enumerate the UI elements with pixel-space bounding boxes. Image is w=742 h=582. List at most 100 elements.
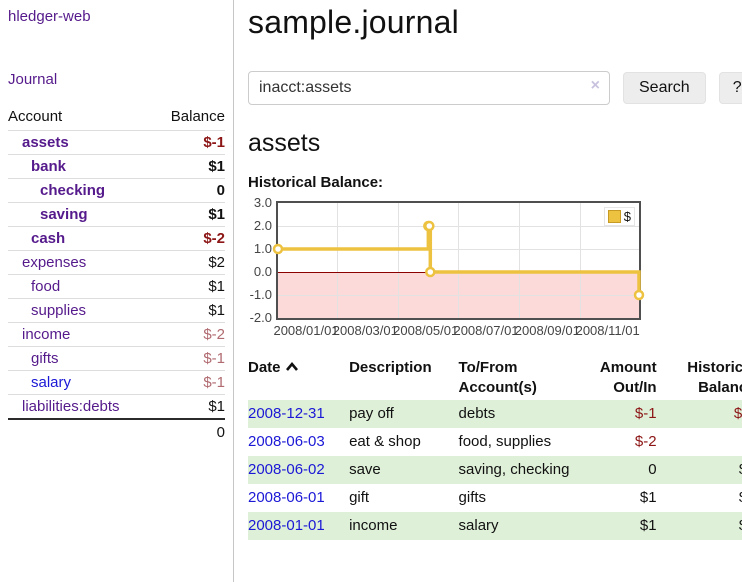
date-column-header[interactable]: Date: [248, 356, 349, 400]
transactions-header-row: Date Description To/From Account(s) Amou…: [248, 356, 742, 400]
chart-x-tick-label: 2008/09/01: [514, 323, 580, 338]
accounts-total-value: 0: [154, 418, 225, 444]
chart-data-point: [425, 266, 436, 278]
clear-search-icon[interactable]: ×: [590, 77, 600, 94]
account-row: assets $-1: [8, 130, 225, 155]
transaction-amount: 0: [588, 456, 657, 484]
transaction-description: pay off: [349, 400, 459, 428]
transaction-description: eat & shop: [349, 433, 421, 450]
transaction-date-link[interactable]: 2008-06-02: [248, 461, 325, 478]
chart-gridline: [397, 203, 399, 318]
chart-x-tick-label: 2008/03/01: [332, 323, 398, 338]
sidebar-account-link[interactable]: assets: [22, 134, 69, 151]
chart-legend: $: [603, 207, 635, 226]
account-row: expenses $2: [8, 250, 225, 275]
sidebar-account-link[interactable]: income: [22, 326, 71, 343]
sidebar-item-journal[interactable]: Journal: [8, 71, 58, 88]
transaction-amount: $-2: [634, 433, 657, 450]
transaction-accounts: gifts: [458, 489, 487, 506]
account-column-header: Account: [8, 104, 155, 131]
sidebar-account-link[interactable]: salary: [31, 374, 72, 391]
account-row: income $-2: [8, 322, 225, 347]
chart-y-tick-label: 2.0: [253, 218, 272, 233]
balance-column-header-main: Historical Balance: [687, 359, 742, 396]
account-row: supplies $1: [8, 298, 225, 323]
chart-data-point: [272, 243, 284, 255]
chart-y-tick-label: 3.0: [253, 195, 272, 210]
search-button[interactable]: Search: [623, 72, 706, 104]
accounts-table-header: Account Balance: [8, 104, 225, 131]
sidebar-account-link[interactable]: supplies: [31, 302, 87, 319]
accounts-table: Account Balance assets $-1 bank $1 checking 0…: [8, 104, 225, 444]
transaction-balance: $2: [656, 456, 742, 484]
account-balance: $-1: [154, 130, 225, 155]
account-balance: $1: [154, 202, 225, 227]
accounts-total-spacer: [8, 418, 155, 444]
account-row: saving $1: [8, 202, 225, 227]
chart-gridline: [579, 203, 581, 318]
accounts-table-body: assets $-1 bank $1 checking 0 saving $1 cash $-2 e…: [8, 130, 225, 420]
legend-label: $: [623, 209, 631, 224]
account-row: cash $-2: [8, 226, 225, 251]
account-balance: $-1: [154, 346, 225, 371]
transaction-row[interactable]: 2008-06-01 gift gifts $1$2: [248, 484, 742, 512]
sidebar-account-link[interactable]: food: [31, 278, 61, 295]
account-balance: $-2: [154, 226, 225, 251]
account-row: liabilities:debts $1: [8, 394, 225, 420]
chart-y-tick-label: 1.0: [253, 241, 272, 256]
transaction-accounts: saving, checking: [458, 456, 589, 484]
chart-y-tick-label: -1.0: [249, 287, 272, 302]
transaction-accounts: salary: [458, 512, 589, 540]
chart-x-tick-label: 2008/07/01: [453, 323, 519, 338]
account-balance: $-2: [154, 322, 225, 347]
chart-x-tick-label: 2008/05/01: [393, 323, 459, 338]
search-input[interactable]: [248, 71, 610, 105]
chart-data-point: [424, 220, 435, 232]
date-header-label: Date: [248, 359, 281, 376]
chart-x-axis: 2008/01/01 2008/03/01 2008/05/01 2008/07/01…: [273, 320, 641, 340]
transaction-date-link[interactable]: 2008-01-01: [248, 517, 325, 534]
account-row: bank $1: [8, 154, 225, 179]
sidebar-account-link[interactable]: cash: [31, 230, 66, 247]
transaction-description: income: [349, 512, 459, 540]
account-row: food $1: [8, 274, 225, 299]
sidebar-account-link[interactable]: liabilities:debts: [22, 398, 120, 415]
search-help-button[interactable]: ?: [718, 72, 742, 104]
transaction-balance: 0: [657, 428, 742, 456]
transaction-date-link[interactable]: 2008-06-03: [248, 433, 325, 450]
transaction-balance: $1: [656, 512, 742, 540]
historical-balance-chart: 3.0 2.0 1.0 0.0 -1.0 -2.0 $ 2008/01/01 2008/03…: [248, 195, 645, 340]
transaction-date-link[interactable]: 2008-06-01: [248, 489, 325, 506]
search-input-wrapper: ×: [248, 71, 610, 105]
chart-series-line: [272, 220, 645, 301]
account-balance: 0: [154, 178, 225, 203]
transaction-balance: $-1: [656, 400, 742, 428]
sidebar: hledger-web Journal Account Balance asse…: [0, 0, 234, 582]
search-form: × Search ?: [248, 71, 742, 105]
account-balance: $-1: [154, 370, 225, 395]
sidebar-account-link[interactable]: saving: [40, 206, 88, 223]
transaction-accounts: debts: [458, 400, 589, 428]
transaction-row[interactable]: 2008-06-03 eat & shop food, supplies $-20: [248, 428, 742, 456]
accounts-column-header: To/From Account(s): [458, 359, 537, 396]
transaction-date-link[interactable]: 2008-12-31: [248, 405, 325, 422]
transaction-amount: $-1: [588, 400, 657, 428]
sidebar-account-link[interactable]: bank: [31, 158, 67, 175]
main-content: sample.journal × Search ? assets Histori…: [234, 0, 742, 582]
sidebar-account-link[interactable]: expenses: [22, 254, 87, 271]
app-title-link[interactable]: hledger-web: [8, 8, 91, 25]
description-column-header: Description: [349, 359, 432, 376]
sidebar-account-link[interactable]: checking: [40, 182, 106, 199]
chart-title: Historical Balance:: [248, 174, 384, 191]
amount-column-header: Amount Out/In: [599, 359, 657, 396]
transaction-description: gift: [349, 489, 370, 506]
sidebar-account-link[interactable]: gifts: [31, 350, 59, 367]
account-balance: $1: [154, 394, 225, 420]
transaction-amount: $1: [588, 512, 657, 540]
chart-gridline: [519, 203, 521, 318]
chart-x-tick-label: 2008/11/01: [575, 323, 640, 338]
